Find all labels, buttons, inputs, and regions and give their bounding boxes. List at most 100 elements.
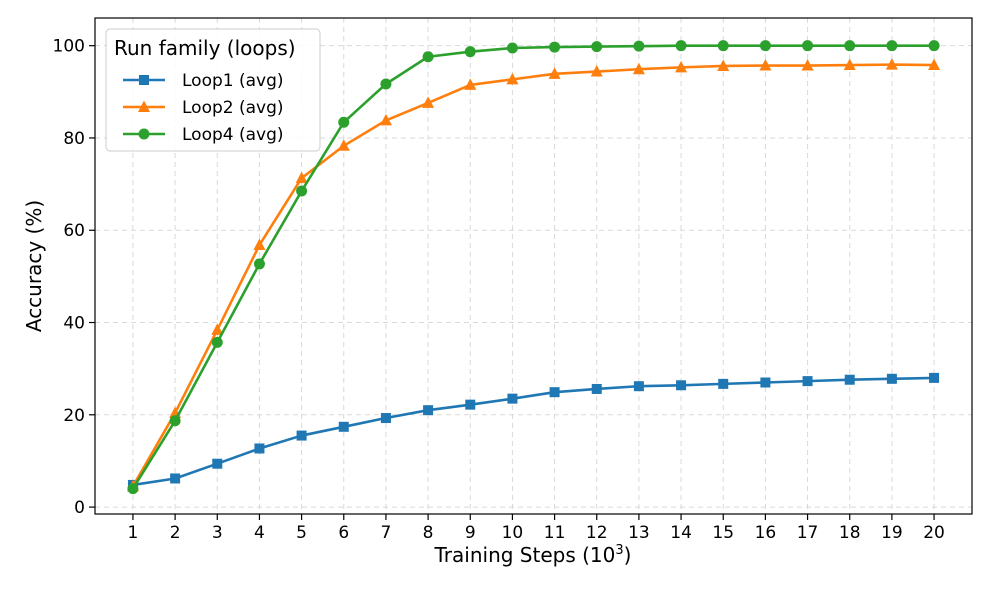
legend-marker — [139, 75, 149, 85]
data-point-loop2-avg — [464, 78, 477, 90]
data-point-loop2-avg — [885, 58, 898, 70]
data-point-loop2-avg — [337, 139, 350, 151]
data-point-loop1-avg — [802, 376, 813, 387]
data-point-loop4-avg — [717, 40, 729, 52]
data-point-loop2-avg — [843, 58, 856, 71]
x-tick-label: 6 — [338, 523, 349, 543]
y-axis-title: Accuracy (%) — [22, 200, 46, 332]
y-tick-label: 60 — [63, 221, 85, 241]
data-point-loop1-avg — [886, 373, 897, 384]
data-point-loop2-avg — [675, 60, 688, 73]
data-point-loop4-avg — [844, 40, 856, 52]
x-tick-label: 12 — [586, 523, 608, 543]
data-point-loop1-avg — [465, 399, 476, 410]
data-point-loop2-avg — [379, 113, 392, 126]
series-layer — [126, 40, 941, 495]
x-tick-label: 2 — [170, 523, 181, 543]
x-tick-label: 17 — [797, 523, 819, 543]
y-tick-label: 100 — [53, 37, 85, 57]
legend: Run family (loops) Loop1 (avg) Loop2 (avg… — [105, 28, 321, 152]
data-point-loop4-avg — [253, 258, 265, 270]
data-point-loop1-avg — [549, 387, 560, 398]
data-point-loop1-avg — [338, 421, 349, 432]
data-point-loop4-avg — [759, 40, 771, 52]
data-point-loop2-avg — [632, 62, 645, 75]
x-tick-label: 8 — [423, 523, 434, 543]
data-point-loop4-avg — [127, 483, 139, 495]
data-point-loop4-avg — [802, 40, 814, 52]
y-tick-label: 80 — [63, 129, 85, 149]
data-point-loop4-avg — [633, 40, 645, 52]
legend-title: Run family (loops) — [114, 36, 296, 60]
data-point-loop1-avg — [676, 380, 687, 391]
data-point-loop4-avg — [422, 51, 434, 63]
x-axis-title: Training Steps (103) — [434, 543, 632, 567]
data-point-loop4-avg — [211, 336, 223, 348]
data-point-loop1-avg — [296, 430, 307, 441]
data-point-loop1-avg — [929, 372, 940, 383]
data-point-loop1-avg — [212, 458, 223, 469]
x-tick-label: 18 — [839, 523, 861, 543]
series-line-loop4-avg — [131, 44, 935, 490]
data-point-loop4-avg — [169, 415, 181, 427]
data-point-loop2-avg — [506, 72, 519, 85]
x-tick-label: 9 — [465, 523, 476, 543]
legend-label: Loop2 (avg) — [182, 98, 284, 118]
axes: 1 2 3 4 5 6 7 8 9 10 11 12 13 14 15 16 17 18 19 20020406080… — [53, 37, 945, 543]
legend-item-loop1-avg: Loop1 (avg) — [123, 71, 284, 91]
data-point-loop4-avg — [296, 185, 308, 197]
series-loop2-avg — [126, 58, 941, 492]
x-tick-label: 15 — [712, 523, 734, 543]
data-point-loop2-avg — [211, 323, 224, 335]
data-point-loop1-avg — [591, 383, 602, 394]
series-loop4-avg — [127, 40, 940, 495]
x-tick-label: 3 — [212, 523, 223, 543]
legend-marker — [138, 100, 150, 112]
data-point-loop4-avg — [464, 46, 476, 58]
data-point-loop4-avg — [549, 41, 561, 53]
legend-item-loop4-avg: Loop4 (avg) — [123, 125, 284, 145]
data-point-loop1-avg — [718, 378, 729, 389]
data-point-loop1-avg — [760, 377, 771, 388]
data-point-loop2-avg — [717, 59, 730, 71]
x-tick-label: 16 — [755, 523, 777, 543]
data-point-loop2-avg — [928, 58, 941, 71]
series-line-loop1-avg — [132, 376, 935, 487]
legend-label: Loop4 (avg) — [182, 125, 284, 145]
x-tick-label: 10 — [502, 523, 524, 543]
data-point-loop4-avg — [591, 41, 603, 53]
plot-frame — [94, 17, 973, 515]
data-point-loop2-avg — [295, 171, 308, 184]
x-tick-label: 1 — [128, 523, 139, 543]
data-point-loop4-avg — [506, 42, 518, 54]
data-point-loop1-avg — [844, 374, 855, 385]
legend-label: Loop1 (avg) — [182, 71, 284, 91]
x-tick-label: 13 — [628, 523, 650, 543]
data-point-loop2-avg — [801, 59, 814, 71]
legend-marker — [138, 128, 150, 140]
y-tick-label: 20 — [63, 406, 85, 426]
x-tick-label: 11 — [544, 523, 566, 543]
x-tick-label: 14 — [670, 523, 692, 543]
data-point-loop2-avg — [590, 65, 603, 77]
data-point-loop1-avg — [380, 413, 391, 424]
legend-item-loop2-avg: Loop2 (avg) — [123, 98, 284, 118]
series-line-loop2-avg — [131, 63, 935, 487]
data-point-loop4-avg — [928, 40, 940, 52]
x-tick-label: 20 — [923, 523, 945, 543]
data-point-loop1-avg — [423, 405, 434, 416]
legend-box — [105, 28, 321, 152]
x-tick-label: 4 — [254, 523, 265, 543]
x-tick-label: 19 — [881, 523, 903, 543]
data-point-loop4-avg — [886, 40, 898, 52]
data-point-loop2-avg — [548, 67, 561, 79]
x-tick-label: 5 — [296, 523, 307, 543]
y-tick-label: 40 — [63, 314, 85, 334]
y-tick-label: 0 — [74, 498, 85, 518]
data-point-loop4-avg — [675, 40, 687, 52]
data-point-loop1-avg — [170, 473, 181, 484]
data-point-loop1-avg — [254, 443, 265, 454]
data-point-loop2-avg — [422, 96, 435, 108]
